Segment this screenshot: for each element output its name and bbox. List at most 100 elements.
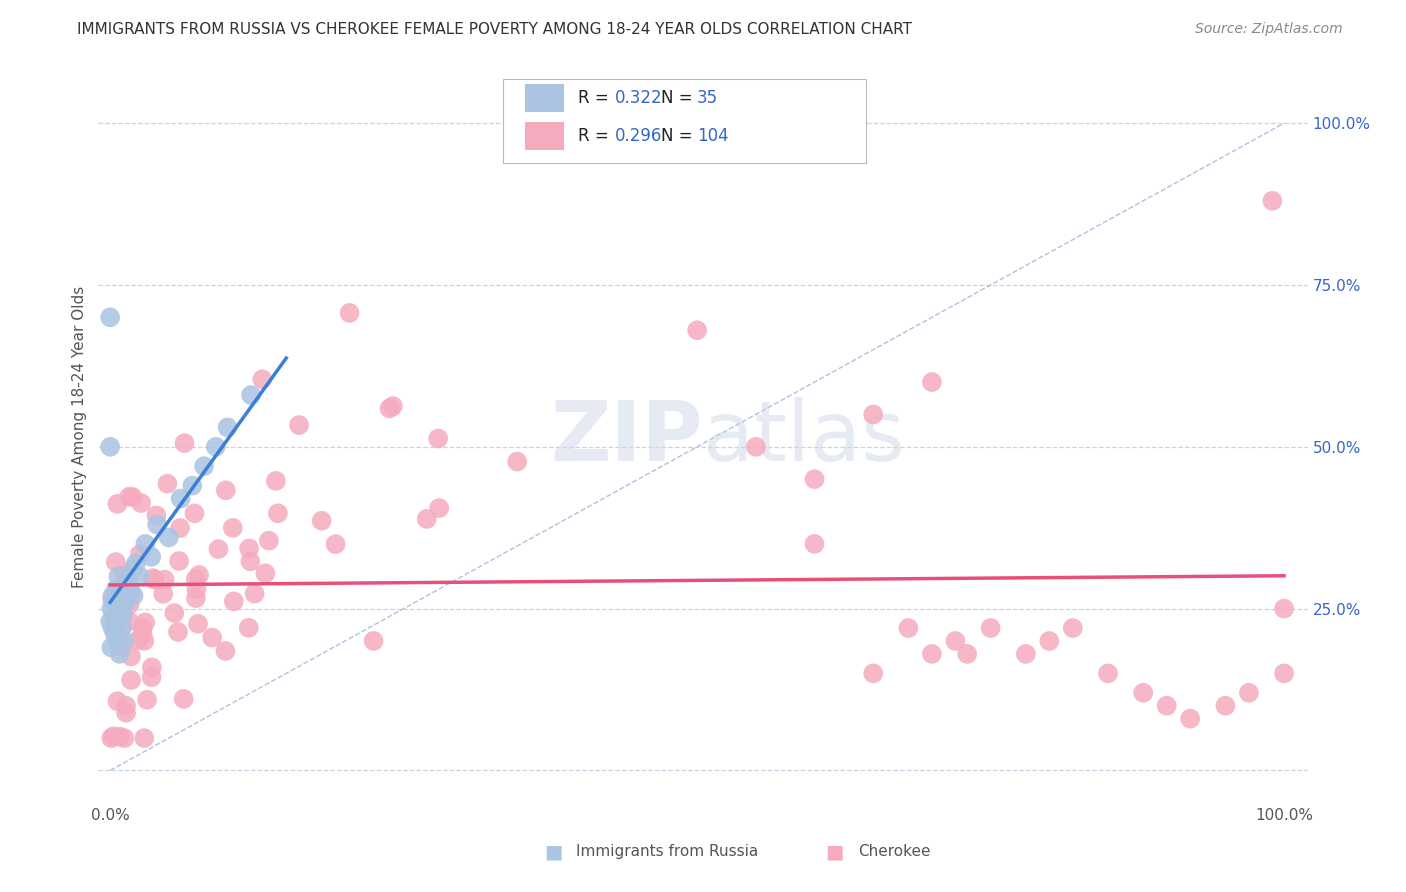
Point	[112, 634, 135, 648]
Point	[381, 399, 404, 413]
Point	[745, 440, 768, 454]
Point	[105, 610, 128, 624]
Point	[288, 418, 311, 433]
Text: 104: 104	[697, 128, 728, 145]
Point	[104, 593, 127, 607]
Text: 0.322: 0.322	[614, 89, 662, 107]
Point	[142, 571, 165, 585]
Point	[243, 586, 266, 600]
FancyBboxPatch shape	[526, 122, 564, 150]
Point	[117, 575, 139, 590]
Point	[127, 633, 149, 648]
Point	[184, 572, 207, 586]
Point	[131, 621, 153, 635]
Point	[222, 521, 245, 535]
Text: 35: 35	[697, 89, 718, 107]
Point	[921, 375, 943, 389]
Point	[378, 401, 401, 416]
Point	[186, 582, 208, 596]
Point	[141, 549, 163, 564]
Point	[193, 459, 215, 474]
Point	[339, 306, 361, 320]
Point	[136, 692, 159, 706]
Point	[98, 310, 121, 325]
Point	[122, 589, 145, 603]
FancyBboxPatch shape	[503, 78, 866, 163]
Point	[427, 501, 450, 516]
Point	[184, 591, 207, 606]
Point	[1015, 647, 1038, 661]
Point	[173, 436, 195, 450]
Point	[222, 594, 245, 608]
Point	[121, 490, 143, 504]
Point	[115, 706, 138, 720]
Point	[1272, 666, 1295, 681]
Point	[120, 587, 142, 601]
Point	[1097, 666, 1119, 681]
Point	[104, 627, 127, 641]
Point	[100, 601, 122, 615]
Point	[1038, 634, 1060, 648]
Text: atlas: atlas	[703, 397, 904, 477]
Y-axis label: Female Poverty Among 18-24 Year Olds: Female Poverty Among 18-24 Year Olds	[72, 286, 87, 588]
Point	[117, 572, 139, 586]
Point	[945, 634, 967, 648]
Point	[111, 621, 134, 635]
Point	[415, 512, 437, 526]
Point	[207, 542, 229, 557]
Point	[112, 568, 135, 582]
Point	[215, 483, 238, 498]
Point	[108, 632, 131, 646]
Point	[115, 698, 138, 713]
Point	[188, 568, 211, 582]
Point	[686, 323, 709, 337]
Point	[134, 537, 156, 551]
Point	[862, 408, 884, 422]
Point	[143, 573, 166, 587]
Point	[264, 474, 287, 488]
Point	[98, 615, 121, 629]
Point	[103, 608, 125, 623]
Point	[163, 606, 186, 620]
Point	[363, 633, 385, 648]
Point	[131, 627, 153, 641]
Text: IMMIGRANTS FROM RUSSIA VS CHEROKEE FEMALE POVERTY AMONG 18-24 YEAR OLDS CORRELAT: IMMIGRANTS FROM RUSSIA VS CHEROKEE FEMAL…	[77, 22, 912, 37]
Point	[238, 621, 260, 635]
Point	[1261, 194, 1284, 208]
Point	[110, 601, 132, 615]
Point	[108, 647, 131, 661]
Point	[1215, 698, 1237, 713]
Point	[101, 591, 124, 606]
Point	[214, 644, 236, 658]
Point	[183, 507, 205, 521]
Point	[506, 454, 529, 468]
Point	[101, 589, 124, 603]
Point	[311, 514, 333, 528]
Point	[141, 660, 163, 674]
Point	[157, 530, 180, 544]
Text: N =: N =	[661, 89, 692, 107]
Point	[114, 595, 136, 609]
Point	[240, 388, 263, 402]
Point	[111, 640, 134, 654]
Point	[897, 621, 920, 635]
Point	[173, 692, 195, 706]
FancyBboxPatch shape	[526, 84, 564, 112]
Point	[125, 557, 148, 571]
Point	[100, 640, 122, 655]
Text: ■: ■	[825, 842, 844, 862]
Point	[217, 420, 239, 434]
Point	[112, 731, 135, 745]
Point	[427, 432, 450, 446]
Point	[105, 582, 128, 597]
Point	[120, 673, 142, 687]
Point	[141, 670, 163, 684]
Point	[257, 533, 280, 548]
Point	[118, 614, 141, 628]
Point	[121, 563, 143, 577]
Point	[120, 649, 142, 664]
Point	[956, 647, 979, 661]
Point	[107, 694, 129, 708]
Point	[128, 569, 150, 583]
Text: Cherokee: Cherokee	[858, 845, 931, 859]
